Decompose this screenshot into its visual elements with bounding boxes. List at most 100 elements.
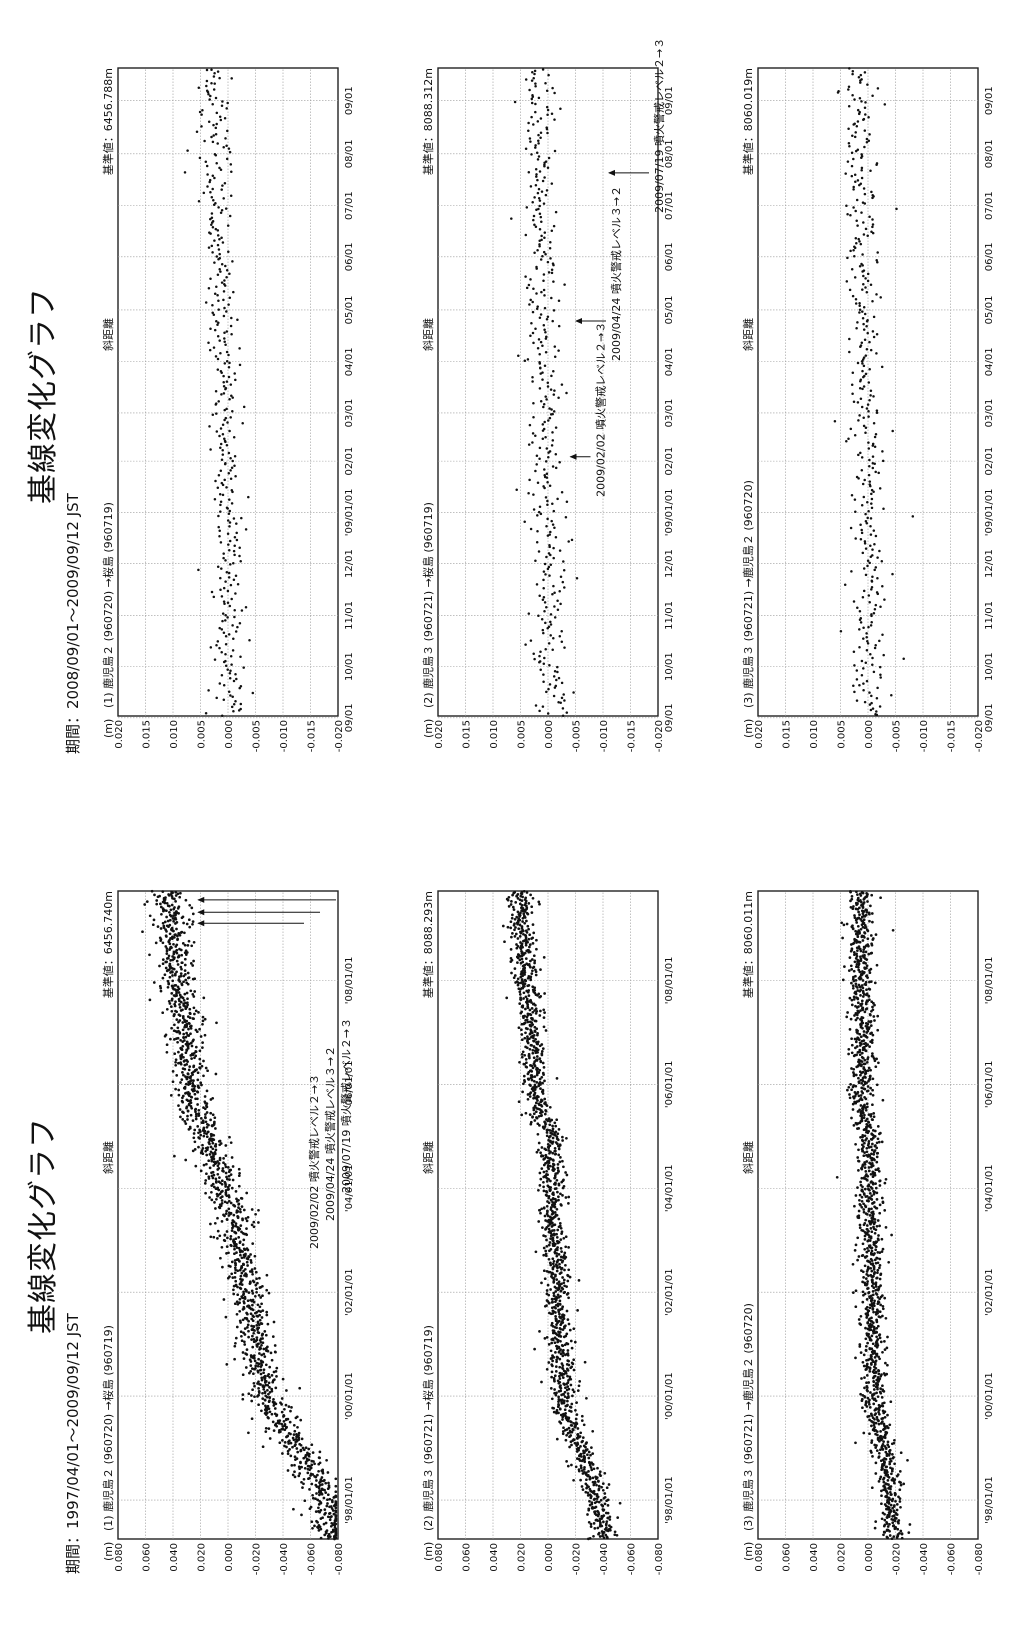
data-point <box>524 896 528 900</box>
data-point <box>858 1223 862 1227</box>
y-tick-label: -0.005 <box>252 720 263 752</box>
data-point <box>870 912 874 915</box>
data-point <box>544 1108 547 1112</box>
data-point <box>181 1094 185 1098</box>
data-point <box>546 1128 549 1132</box>
data-point <box>872 1379 875 1383</box>
data-point <box>253 1294 257 1298</box>
data-point <box>873 1443 877 1447</box>
data-point <box>873 1220 877 1224</box>
data-point <box>273 1412 277 1416</box>
data-point <box>870 1284 874 1288</box>
data-point <box>252 1324 256 1328</box>
data-point <box>174 1000 177 1004</box>
data-point <box>552 1294 556 1297</box>
data-point <box>283 1441 287 1444</box>
reference-value-label: 基準値：8060.011m <box>741 891 755 998</box>
data-point <box>222 1157 225 1160</box>
data-point <box>589 1525 593 1528</box>
data-point <box>552 1259 556 1263</box>
data-point <box>218 626 221 630</box>
data-point <box>855 890 858 894</box>
data-point <box>232 1213 236 1217</box>
data-point <box>247 1335 250 1339</box>
data-point <box>251 691 255 695</box>
data-point <box>587 1470 590 1473</box>
data-point <box>218 646 221 650</box>
data-point <box>238 546 241 549</box>
baseline-label: (1) 鹿児島２ (960720) →桜島 (960719) <box>101 1325 115 1531</box>
data-point <box>327 1484 331 1487</box>
data-point <box>201 1046 204 1049</box>
data-point <box>550 1321 554 1325</box>
data-point <box>551 1406 554 1410</box>
data-point <box>233 536 237 539</box>
data-point <box>243 1343 247 1346</box>
data-point <box>233 544 236 548</box>
data-point <box>881 1098 885 1102</box>
data-point <box>309 1472 313 1476</box>
data-point <box>854 984 858 988</box>
data-point <box>857 1214 861 1218</box>
data-point <box>273 1407 277 1410</box>
data-point <box>879 1430 882 1433</box>
data-point <box>864 1277 868 1280</box>
data-point <box>530 958 534 961</box>
distance-kind-label: 斜距離 <box>741 1141 755 1174</box>
data-point <box>587 1456 591 1460</box>
data-point <box>266 1322 270 1326</box>
data-point <box>560 1282 563 1286</box>
data-point <box>548 1241 552 1244</box>
data-point <box>307 1447 311 1451</box>
data-point <box>851 1262 855 1266</box>
data-point <box>261 1332 264 1336</box>
data-point <box>859 1351 863 1354</box>
data-point <box>254 1364 258 1368</box>
data-point <box>327 1532 331 1536</box>
y-tick-label: -0.060 <box>947 1543 958 1575</box>
data-point <box>229 1168 233 1172</box>
data-point <box>535 947 538 951</box>
data-point <box>867 1020 871 1023</box>
data-point <box>239 1277 242 1281</box>
x-tick-label: '98/01/01 <box>664 1476 675 1524</box>
data-point <box>257 1387 260 1390</box>
data-point <box>251 1314 255 1318</box>
data-point <box>874 1182 877 1185</box>
data-point <box>856 1156 860 1159</box>
data-point <box>228 549 231 552</box>
data-point <box>223 331 226 334</box>
data-point <box>894 1499 897 1503</box>
data-point <box>236 1258 240 1261</box>
data-point <box>522 991 526 995</box>
data-point <box>580 1485 584 1488</box>
data-point <box>181 1067 185 1070</box>
data-point <box>550 1297 554 1301</box>
data-point <box>872 1384 876 1387</box>
data-point <box>863 1166 867 1169</box>
data-point <box>229 457 232 460</box>
data-point <box>302 1482 305 1486</box>
data-point <box>882 1480 886 1484</box>
data-point <box>226 532 230 535</box>
data-point <box>530 1007 534 1010</box>
data-point <box>543 1337 547 1340</box>
data-point <box>859 1035 863 1039</box>
data-point <box>555 1178 559 1182</box>
data-point <box>854 1289 858 1293</box>
data-point <box>177 1050 180 1054</box>
y-tick-label: 0.020 <box>517 1543 528 1572</box>
data-point <box>167 999 171 1003</box>
data-point <box>226 1166 230 1169</box>
data-point <box>235 677 238 681</box>
data-point <box>219 351 222 355</box>
data-point <box>869 1362 873 1365</box>
data-point <box>227 571 231 575</box>
data-point <box>598 1519 602 1523</box>
data-point <box>206 1130 210 1134</box>
scatter-series <box>835 890 912 1541</box>
data-point <box>236 1269 240 1273</box>
data-point <box>513 917 517 921</box>
data-point <box>186 1034 190 1037</box>
